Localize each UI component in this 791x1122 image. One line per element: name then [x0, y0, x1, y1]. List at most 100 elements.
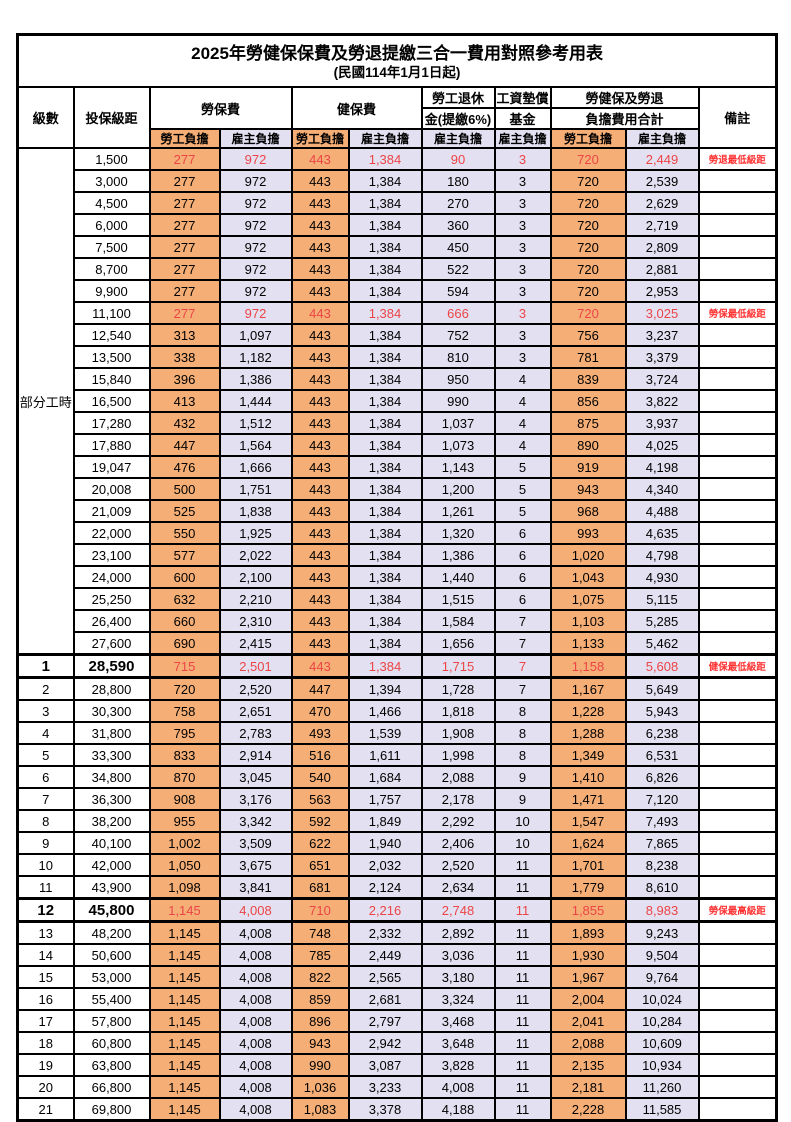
cell-pension-employer: 950 [420, 367, 496, 391]
cell-health-employee: 622 [290, 831, 350, 855]
cell-note [697, 565, 778, 589]
col-header-pension-line2: 金(提繳6%) [420, 107, 496, 130]
cell-labor-employee: 277 [148, 257, 221, 281]
cell-salary: 55,400 [72, 987, 151, 1011]
cell-wage-fund-employer: 11 [493, 1009, 552, 1033]
cell-health-employer: 1,384 [347, 565, 423, 589]
cell-note [697, 875, 778, 900]
cell-salary: 30,300 [72, 699, 151, 723]
cell-total-employer: 3,822 [624, 389, 700, 413]
cell-pension-employer: 450 [420, 235, 496, 259]
cell-labor-employee: 432 [148, 411, 221, 435]
cell-labor-employer: 1,838 [218, 499, 293, 523]
cell-salary: 63,800 [72, 1053, 151, 1077]
header-row-burden: 勞工負擔 雇主負擔 勞工負擔 雇主負擔 雇主負擔 雇主負擔 勞工負擔 雇主負擔 [18, 128, 777, 149]
table-row: 12 45,800 1,145 4,008 710 2,216 2,748 11 1,855 8,… [16, 897, 778, 923]
cell-total-employee: 720 [549, 279, 627, 303]
reference-table-sheet: 2025年勞健保保費及勞退提繳三合一費用對照參考用表 (民國114年1月1日起)… [16, 33, 779, 1122]
table-row: 17,280 432 1,512 443 1,384 1,037 4 875 3,937 [18, 411, 778, 435]
table-row: 24,000 600 2,100 443 1,384 1,440 6 1,043 4,930 [18, 565, 778, 589]
cell-pension-employer: 360 [420, 213, 496, 237]
table-row: 9 40,100 1,002 3,509 622 1,940 2,406 10 1,624 7,8… [16, 831, 778, 855]
table-row: 11,100 277 972 443 1,384 666 3 720 3,025 勞保最低級距 [18, 301, 778, 325]
cell-health-employee: 443 [290, 499, 350, 523]
cell-health-employer: 1,384 [347, 609, 423, 633]
table-row: 3 30,300 758 2,651 470 1,466 1,818 8 1,228 5,943 [16, 699, 778, 723]
cell-total-employer: 2,809 [624, 235, 700, 259]
cell-note [697, 1075, 778, 1099]
cell-note [697, 631, 778, 656]
cell-labor-employee: 396 [148, 367, 221, 391]
subheader-labor-employee: 勞工負擔 [148, 128, 221, 149]
cell-total-employer: 10,609 [624, 1031, 700, 1055]
cell-labor-employer: 1,386 [218, 367, 293, 391]
cell-pension-employer: 3,036 [420, 943, 496, 967]
cell-labor-employee: 550 [148, 521, 221, 545]
premium-reference-table: 2025年勞健保保費及勞退提繳三合一費用對照參考用表 (民國114年1月1日起)… [16, 33, 779, 1122]
cell-total-employer: 6,826 [624, 765, 700, 789]
cell-note [697, 279, 778, 303]
cell-wage-fund-employer: 11 [493, 853, 552, 877]
cell-salary: 20,008 [72, 477, 151, 501]
cell-wage-fund-employer: 7 [493, 653, 552, 679]
cell-note [697, 987, 778, 1011]
cell-wage-fund-employer: 5 [493, 499, 552, 523]
cell-total-employer: 10,284 [624, 1009, 700, 1033]
cell-health-employer: 1,384 [347, 257, 423, 281]
cell-total-employer: 4,930 [624, 565, 700, 589]
cell-health-employer: 1,384 [347, 169, 423, 193]
cell-total-employer: 2,539 [624, 169, 700, 193]
cell-salary: 48,200 [72, 920, 151, 945]
cell-total-employee: 1,158 [549, 653, 627, 679]
cell-salary: 33,300 [72, 743, 151, 767]
subheader-wage-fund-employer: 雇主負擔 [493, 128, 552, 149]
cell-total-employee: 875 [549, 411, 627, 435]
cell-total-employee: 1,288 [549, 721, 627, 745]
cell-health-employee: 443 [290, 543, 350, 567]
cell-note [697, 765, 778, 789]
cell-health-employer: 1,466 [347, 699, 423, 723]
cell-health-employer: 1,384 [347, 323, 423, 347]
cell-total-employee: 720 [549, 213, 627, 237]
cell-labor-employer: 2,501 [218, 653, 293, 679]
cell-total-employee: 720 [549, 147, 627, 171]
table-row: 9,900 277 972 443 1,384 594 3 720 2,953 [18, 279, 778, 303]
cell-health-employee: 651 [290, 853, 350, 877]
cell-labor-employer: 972 [218, 301, 293, 325]
cell-total-employer: 3,025 [624, 301, 700, 325]
cell-total-employee: 781 [549, 345, 627, 369]
cell-labor-employer: 3,176 [218, 787, 293, 811]
cell-labor-employee: 447 [148, 433, 221, 457]
cell-pension-employer: 1,728 [420, 676, 496, 701]
cell-labor-employer: 2,100 [218, 565, 293, 589]
cell-pension-employer: 1,320 [420, 521, 496, 545]
cell-labor-employer: 3,045 [218, 765, 293, 789]
cell-labor-employer: 4,008 [218, 1053, 293, 1077]
cell-note [697, 433, 778, 457]
cell-health-employer: 1,384 [347, 433, 423, 457]
cell-note [697, 1053, 778, 1077]
cell-pension-employer: 810 [420, 345, 496, 369]
cell-salary: 17,880 [72, 433, 151, 457]
cell-total-employer: 2,881 [624, 257, 700, 281]
cell-health-employee: 443 [290, 323, 350, 347]
cell-total-employer: 7,865 [624, 831, 700, 855]
cell-total-employee: 1,410 [549, 765, 627, 789]
cell-total-employer: 8,983 [624, 897, 700, 923]
table-row: 3,000 277 972 443 1,384 180 3 720 2,539 [18, 169, 778, 193]
cell-health-employer: 1,757 [347, 787, 423, 811]
cell-wage-fund-employer: 4 [493, 433, 552, 457]
cell-level: 20 [16, 1075, 75, 1099]
cell-wage-fund-employer: 5 [493, 477, 552, 501]
cell-health-employer: 3,378 [347, 1097, 423, 1122]
cell-labor-employee: 1,145 [148, 965, 221, 989]
col-header-note: 備註 [697, 86, 778, 149]
cell-health-employer: 1,384 [347, 345, 423, 369]
cell-pension-employer: 1,715 [420, 653, 496, 679]
cell-note [697, 367, 778, 391]
cell-labor-employee: 955 [148, 809, 221, 833]
cell-labor-employer: 3,841 [218, 875, 293, 900]
cell-salary: 8,700 [72, 257, 151, 281]
cell-health-employee: 896 [290, 1009, 350, 1033]
cell-level: 11 [16, 875, 75, 900]
